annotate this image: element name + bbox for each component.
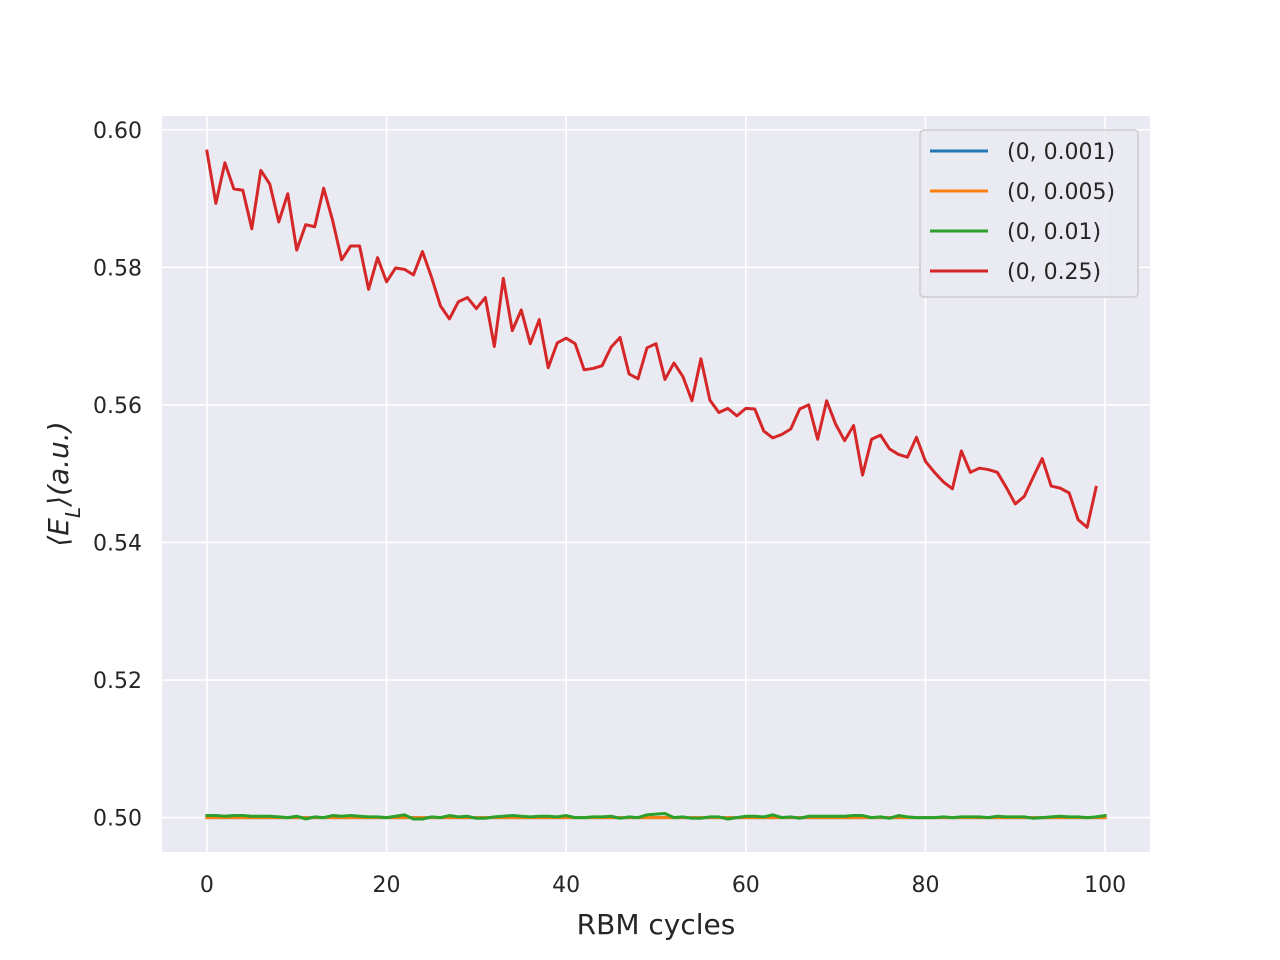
x-axis-ticks: 0 20 40 60 80 100: [200, 873, 1126, 898]
x-tick-label: 60: [732, 873, 760, 898]
series-line-0-0-01: [205, 811, 1107, 821]
x-axis-label: RBM cycles: [577, 908, 736, 941]
legend-label: (0, 0.01): [1007, 220, 1101, 245]
legend: (0, 0.001) (0, 0.005) (0, 0.01) (0, 0.25): [919, 129, 1139, 298]
legend-label: (0, 0.25): [1007, 260, 1101, 285]
x-tick-label: 100: [1084, 873, 1126, 898]
x-tick-label: 20: [373, 873, 401, 898]
x-tick-label: 0: [200, 873, 214, 898]
x-tick-label: 80: [911, 873, 939, 898]
y-axis-label: ⟨EL⟩(a.u.): [42, 421, 85, 546]
y-tick-label: 0.52: [93, 669, 142, 694]
legend-label: (0, 0.005): [1007, 180, 1115, 205]
y-tick-label: 0.54: [93, 531, 142, 556]
legend-label: (0, 0.001): [1007, 140, 1115, 165]
series-line-0-0-25: [205, 149, 1098, 529]
y-tick-label: 0.56: [93, 394, 142, 419]
x-tick-label: 40: [552, 873, 580, 898]
y-tick-label: 0.58: [93, 256, 142, 281]
y-tick-label: 0.60: [93, 119, 142, 144]
legend-box: [919, 129, 1139, 298]
y-axis-ticks: 0.50 0.52 0.54 0.56 0.58 0.60: [93, 119, 142, 832]
y-tick-label: 0.50: [93, 807, 142, 832]
series-lines: [205, 149, 1107, 821]
